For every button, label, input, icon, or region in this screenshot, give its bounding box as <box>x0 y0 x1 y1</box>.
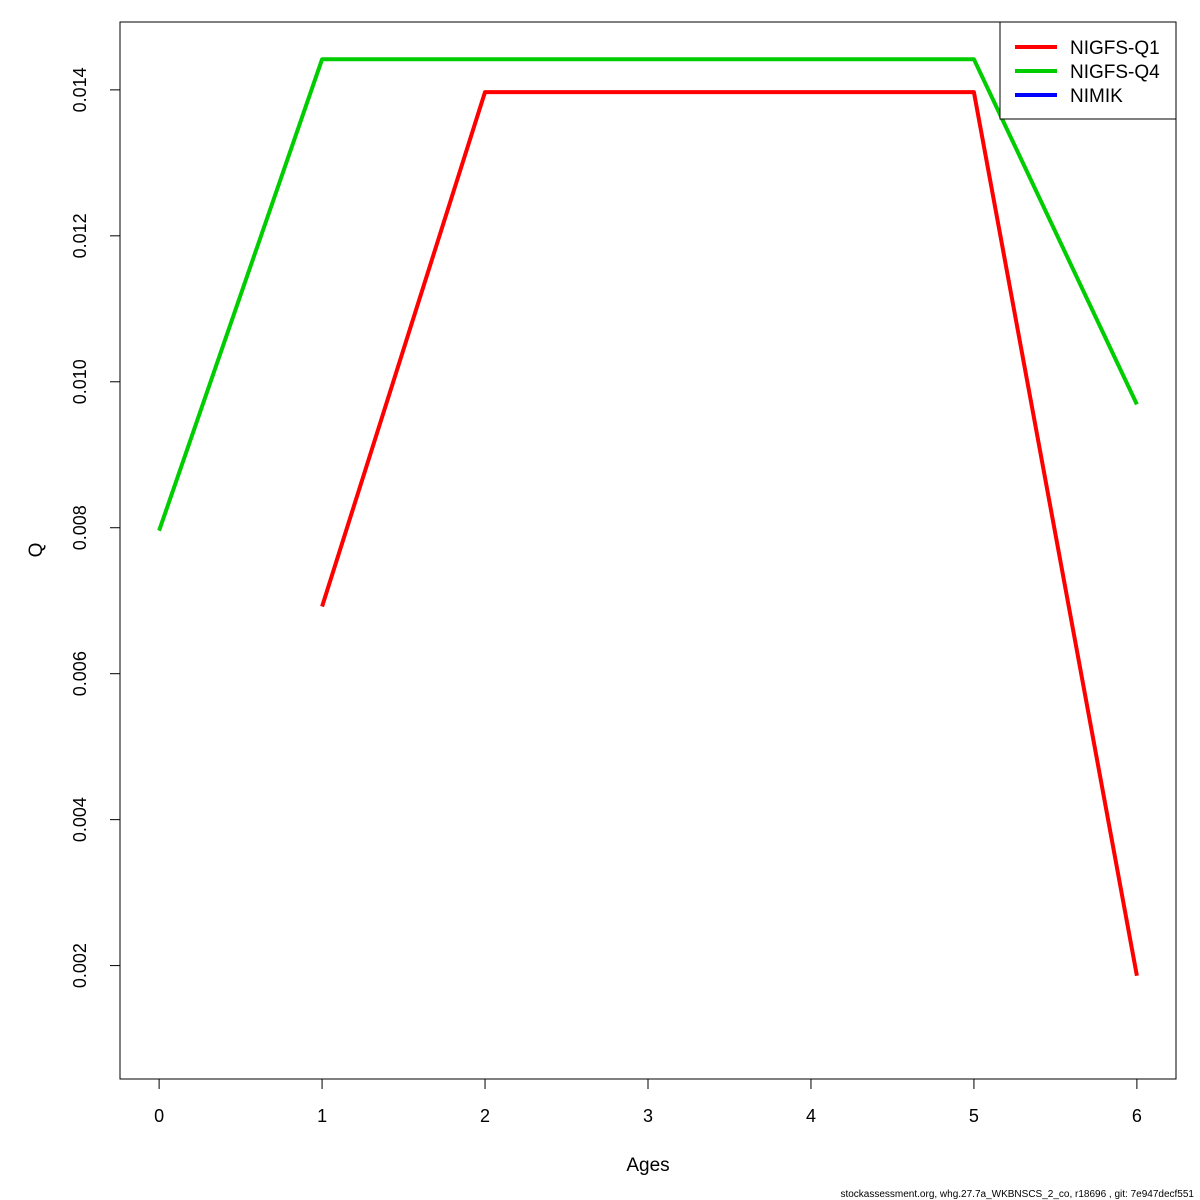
y-tick-label: 0.014 <box>70 67 90 112</box>
y-tick-label: 0.006 <box>70 651 90 696</box>
x-axis: 0 1 2 3 4 5 6 <box>154 1078 1142 1126</box>
legend: NIGFS-Q1 NIGFS-Q4 NIMIK <box>999 21 1177 120</box>
series-layer <box>157 57 1139 977</box>
x-axis-title: Ages <box>626 1155 669 1176</box>
y-tick-label: 0.010 <box>70 359 90 404</box>
y-axis: 0.002 0.004 0.006 0.008 0.010 0.012 0.014 <box>70 67 121 988</box>
y-tick-label: 0.004 <box>70 797 90 842</box>
x-tick-label: 6 <box>1132 1106 1142 1126</box>
x-tick-label: 2 <box>480 1106 490 1126</box>
x-tick-label: 1 <box>317 1106 327 1126</box>
legend-label: NIMIK <box>1070 86 1123 107</box>
y-tick-label: 0.002 <box>70 943 90 988</box>
x-tick-label: 4 <box>806 1106 816 1126</box>
y-tick-label: 0.008 <box>70 505 90 550</box>
legend-label: NIGFS-Q1 <box>1070 38 1160 59</box>
y-tick-label: 0.012 <box>70 213 90 258</box>
y-axis-title: Q <box>26 543 47 558</box>
legend-label: NIGFS-Q4 <box>1070 62 1160 83</box>
x-tick-label: 0 <box>154 1106 164 1126</box>
x-tick-label: 3 <box>643 1106 653 1126</box>
series-line-nigfs-q1 <box>320 90 1139 977</box>
footer-text: stockassessment.org, whg.27.7a_WKBNSCS_2… <box>840 1189 1194 1200</box>
x-tick-label: 5 <box>969 1106 979 1126</box>
series-line-nigfs-q4 <box>157 57 1139 532</box>
